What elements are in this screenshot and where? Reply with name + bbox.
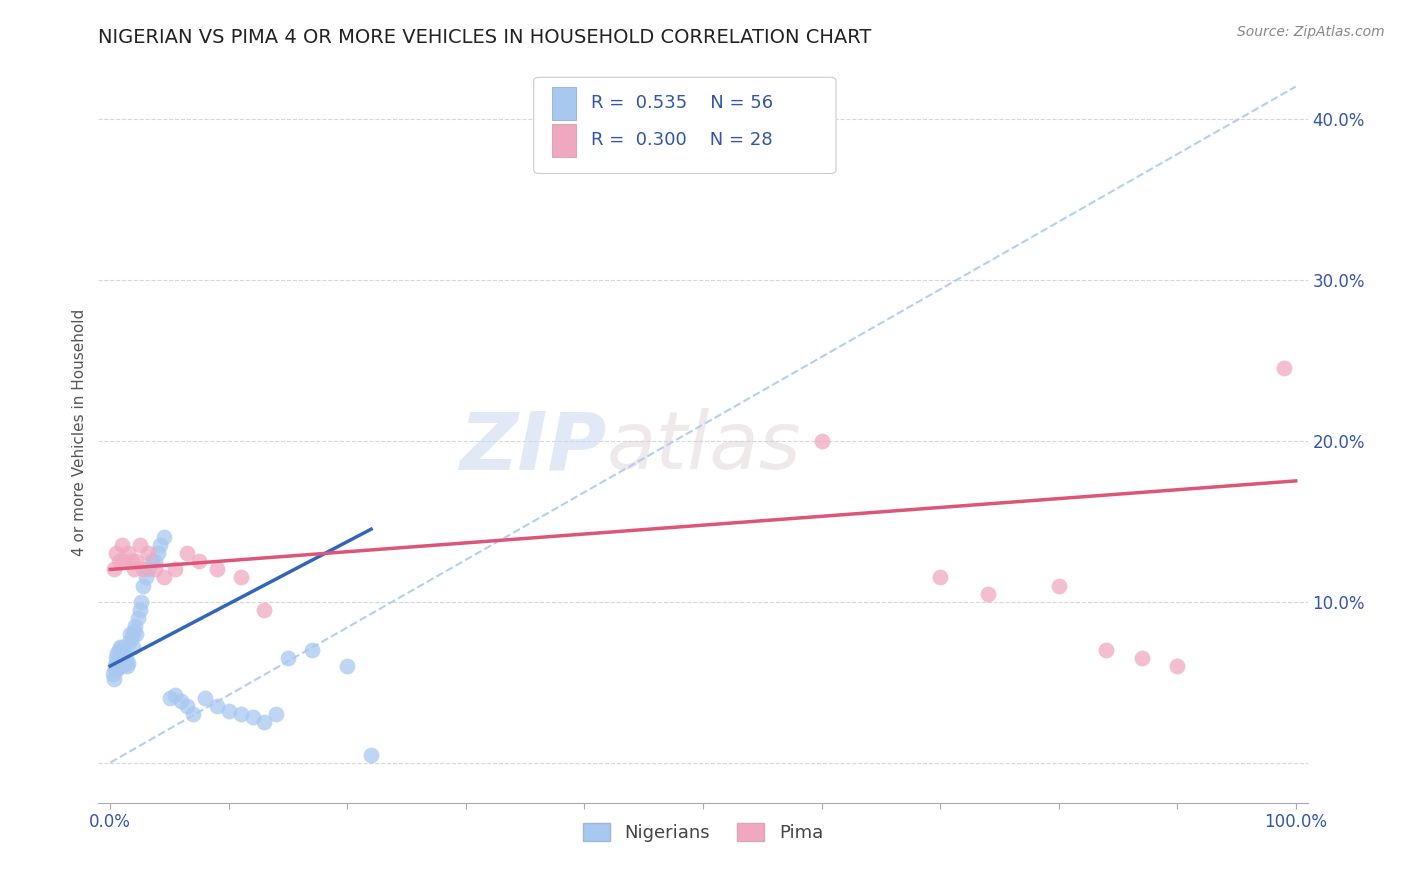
Point [105, 651, 128, 665]
Point [360, 747, 382, 762]
Text: NIGERIAN VS PIMA 4 OR MORE VEHICLES IN HOUSEHOLD CORRELATION CHART: NIGERIAN VS PIMA 4 OR MORE VEHICLES IN H… [98, 28, 872, 47]
Text: Source: ZipAtlas.com: Source: ZipAtlas.com [1237, 25, 1385, 39]
Point [135, 570, 157, 584]
Point [253, 715, 276, 730]
Point [336, 659, 359, 673]
Point [194, 691, 217, 706]
Point [176, 699, 198, 714]
Point [132, 578, 155, 592]
Point [264, 707, 287, 722]
Point [117, 546, 139, 560]
Point [125, 554, 148, 568]
Point [218, 704, 240, 718]
Point [115, 659, 138, 673]
Point [141, 554, 163, 568]
Point [110, 646, 132, 660]
Point [152, 530, 174, 544]
Point [253, 602, 276, 616]
Point [103, 672, 125, 686]
Point [136, 562, 159, 576]
Point [118, 635, 141, 649]
Point [1130, 651, 1153, 665]
Point [301, 643, 323, 657]
Point [1166, 659, 1188, 673]
Point [121, 630, 143, 644]
Point [205, 699, 228, 714]
Point [120, 627, 142, 641]
Point [146, 546, 169, 560]
Point [277, 651, 299, 665]
Point [112, 640, 135, 654]
Point [107, 656, 129, 670]
Point [176, 546, 198, 560]
Y-axis label: 4 or more Vehicles in Household: 4 or more Vehicles in Household [72, 309, 87, 557]
Point [132, 562, 155, 576]
Point [108, 651, 131, 665]
Point [114, 651, 136, 665]
Point [110, 659, 132, 673]
Point [149, 538, 172, 552]
Point [143, 554, 166, 568]
Point [129, 594, 152, 608]
Point [143, 562, 166, 576]
Point [104, 662, 127, 676]
FancyBboxPatch shape [551, 123, 576, 157]
Text: R =  0.300    N = 28: R = 0.300 N = 28 [591, 131, 772, 149]
Point [152, 570, 174, 584]
Point [121, 554, 143, 568]
Point [205, 562, 228, 576]
Point [129, 538, 152, 552]
Point [229, 707, 252, 722]
Point [124, 619, 146, 633]
Point [1047, 578, 1070, 592]
Point [112, 656, 135, 670]
Text: R =  0.535    N = 56: R = 0.535 N = 56 [591, 95, 773, 112]
Point [122, 562, 145, 576]
Point [105, 546, 128, 560]
Point [136, 546, 159, 560]
FancyBboxPatch shape [534, 78, 837, 173]
Point [976, 586, 998, 600]
Point [108, 640, 131, 654]
Point [188, 554, 211, 568]
Point [1095, 643, 1118, 657]
Point [242, 710, 264, 724]
Point [111, 643, 134, 657]
Point [810, 434, 832, 448]
Point [129, 602, 152, 616]
Point [159, 691, 181, 706]
Point [181, 707, 204, 722]
Point [101, 667, 124, 681]
Point [122, 624, 145, 638]
Point [107, 643, 129, 657]
Point [929, 570, 952, 584]
Point [1272, 361, 1295, 376]
Point [117, 656, 139, 670]
Point [165, 688, 187, 702]
Legend: Nigerians, Pima: Nigerians, Pima [576, 815, 830, 849]
Point [127, 610, 149, 624]
Point [103, 562, 125, 576]
Point [107, 554, 129, 568]
Point [111, 538, 134, 552]
Point [104, 659, 127, 673]
Point [105, 646, 128, 660]
Point [111, 654, 134, 668]
Point [165, 562, 187, 576]
Point [125, 627, 148, 641]
Point [229, 570, 252, 584]
Point [114, 646, 136, 660]
Point [170, 694, 193, 708]
Text: ZIP: ZIP [458, 409, 606, 486]
Point [105, 656, 128, 670]
Text: atlas: atlas [606, 409, 801, 486]
FancyBboxPatch shape [551, 87, 576, 120]
Point [121, 640, 143, 654]
Point [105, 662, 128, 676]
Point [114, 554, 136, 568]
